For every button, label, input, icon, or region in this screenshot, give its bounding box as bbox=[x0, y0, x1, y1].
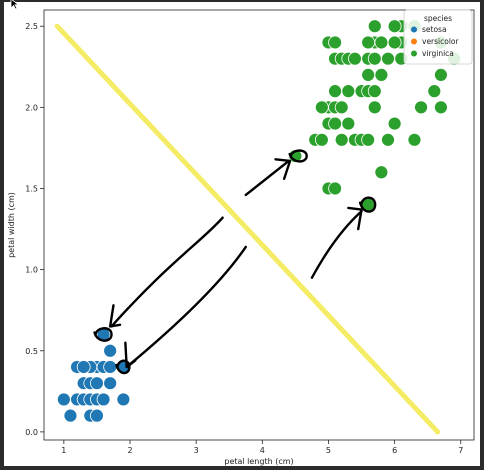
virginica-point bbox=[387, 116, 402, 131]
x-tick-label: 3 bbox=[194, 446, 199, 455]
setosa-point bbox=[103, 360, 118, 374]
x-tick-label: 7 bbox=[458, 446, 463, 455]
legend-marker-versicolor bbox=[411, 38, 417, 45]
virginica-point bbox=[427, 84, 442, 99]
virginica-point bbox=[374, 35, 389, 50]
ink-circle-virginica-upper bbox=[288, 149, 308, 163]
ink-arrow-to-virginica-lower bbox=[310, 210, 363, 279]
plot-frame bbox=[43, 9, 475, 441]
setosa-point bbox=[116, 392, 131, 407]
x-tick-label: 6 bbox=[392, 446, 397, 455]
virginica-point bbox=[374, 68, 389, 82]
virginica-point bbox=[334, 100, 349, 115]
mouse-cursor-icon bbox=[10, 0, 20, 10]
ink-arrowhead-setosa-upper bbox=[108, 304, 122, 328]
legend-marker-virginica bbox=[411, 50, 417, 57]
virginica-point bbox=[348, 51, 362, 66]
x-tick-label: 1 bbox=[61, 446, 66, 455]
virginica-point bbox=[381, 51, 395, 66]
y-tick-label: 1.0 bbox=[25, 266, 38, 275]
virginica-point bbox=[381, 132, 395, 147]
legend-label-setosa: setosa bbox=[422, 25, 447, 34]
virginica-point bbox=[328, 35, 342, 50]
virginica-point bbox=[361, 132, 376, 147]
virginica-point bbox=[328, 181, 342, 196]
setosa-point bbox=[90, 376, 104, 391]
virginica-point bbox=[434, 100, 448, 115]
virginica-point bbox=[434, 68, 448, 82]
ink-arrow-to-setosa-lower bbox=[125, 245, 247, 369]
virginica-point bbox=[367, 84, 382, 99]
y-tick-label: 0.0 bbox=[25, 428, 38, 437]
virginica-point bbox=[314, 100, 329, 115]
legend-label-versicolor: versicolor bbox=[422, 37, 460, 46]
y-tick-label: 2.5 bbox=[25, 22, 38, 31]
virginica-point bbox=[341, 116, 356, 131]
virginica-point bbox=[361, 68, 376, 82]
setosa-point bbox=[63, 408, 78, 423]
setosa-point bbox=[56, 392, 71, 407]
y-tick-label: 2.0 bbox=[25, 103, 38, 112]
x-axis-label: petal length (cm) bbox=[224, 457, 293, 466]
virginica-point bbox=[387, 19, 402, 34]
virginica-point bbox=[407, 132, 422, 147]
x-tick-label: 5 bbox=[326, 446, 331, 455]
virginica-point bbox=[367, 100, 382, 115]
ink-arrowhead-virginica-lower bbox=[347, 206, 363, 231]
legend-title: species bbox=[424, 14, 452, 23]
setosa-point bbox=[103, 343, 118, 358]
x-tick-label: 2 bbox=[127, 446, 132, 455]
ink-circle-virginica-lower bbox=[358, 196, 377, 213]
ink-arrowhead-virginica-upper bbox=[274, 158, 292, 180]
x-tick-label: 4 bbox=[260, 446, 265, 455]
ink-circle-setosa-lower bbox=[115, 359, 131, 375]
y-axis-label: petal width (cm) bbox=[7, 192, 16, 258]
legend-marker-setosa bbox=[411, 26, 417, 33]
ink-circle-setosa-upper bbox=[93, 327, 113, 342]
scatter-plot: 1 2 3 4 5 6 7 0.0 0.5 1.0 1.5 2.0 2.5 petal length (c… bbox=[7, 9, 475, 466]
virginica-point bbox=[361, 35, 376, 50]
yellow-separator-line bbox=[54, 23, 441, 435]
virginica-point bbox=[387, 35, 402, 50]
setosa-point bbox=[96, 392, 111, 407]
ink-arrow-to-setosa-upper bbox=[110, 216, 224, 328]
virginica-point bbox=[328, 116, 342, 131]
y-tick-label: 1.5 bbox=[25, 184, 38, 193]
virginica-point bbox=[367, 51, 382, 66]
virginica-point bbox=[374, 165, 389, 180]
setosa-point bbox=[90, 408, 104, 423]
virginica-point bbox=[314, 132, 329, 147]
ink-arrowhead-setosa-lower bbox=[124, 341, 137, 369]
virginica-point bbox=[341, 84, 356, 99]
notebook-output-area: 1 2 3 4 5 6 7 0.0 0.5 1.0 1.5 2.0 2.5 petal length (c… bbox=[4, 2, 480, 466]
legend-box bbox=[403, 9, 473, 65]
virginica-point bbox=[334, 132, 349, 147]
ink-arrow-to-virginica-upper bbox=[244, 159, 290, 197]
legend-label-virginica: virginica bbox=[422, 49, 454, 58]
virginica-point bbox=[328, 84, 342, 99]
y-tick-label: 0.5 bbox=[25, 347, 38, 356]
setosa-point bbox=[103, 376, 118, 391]
virginica-point bbox=[367, 19, 382, 34]
setosa-point bbox=[76, 360, 91, 374]
virginica-point bbox=[414, 100, 428, 115]
